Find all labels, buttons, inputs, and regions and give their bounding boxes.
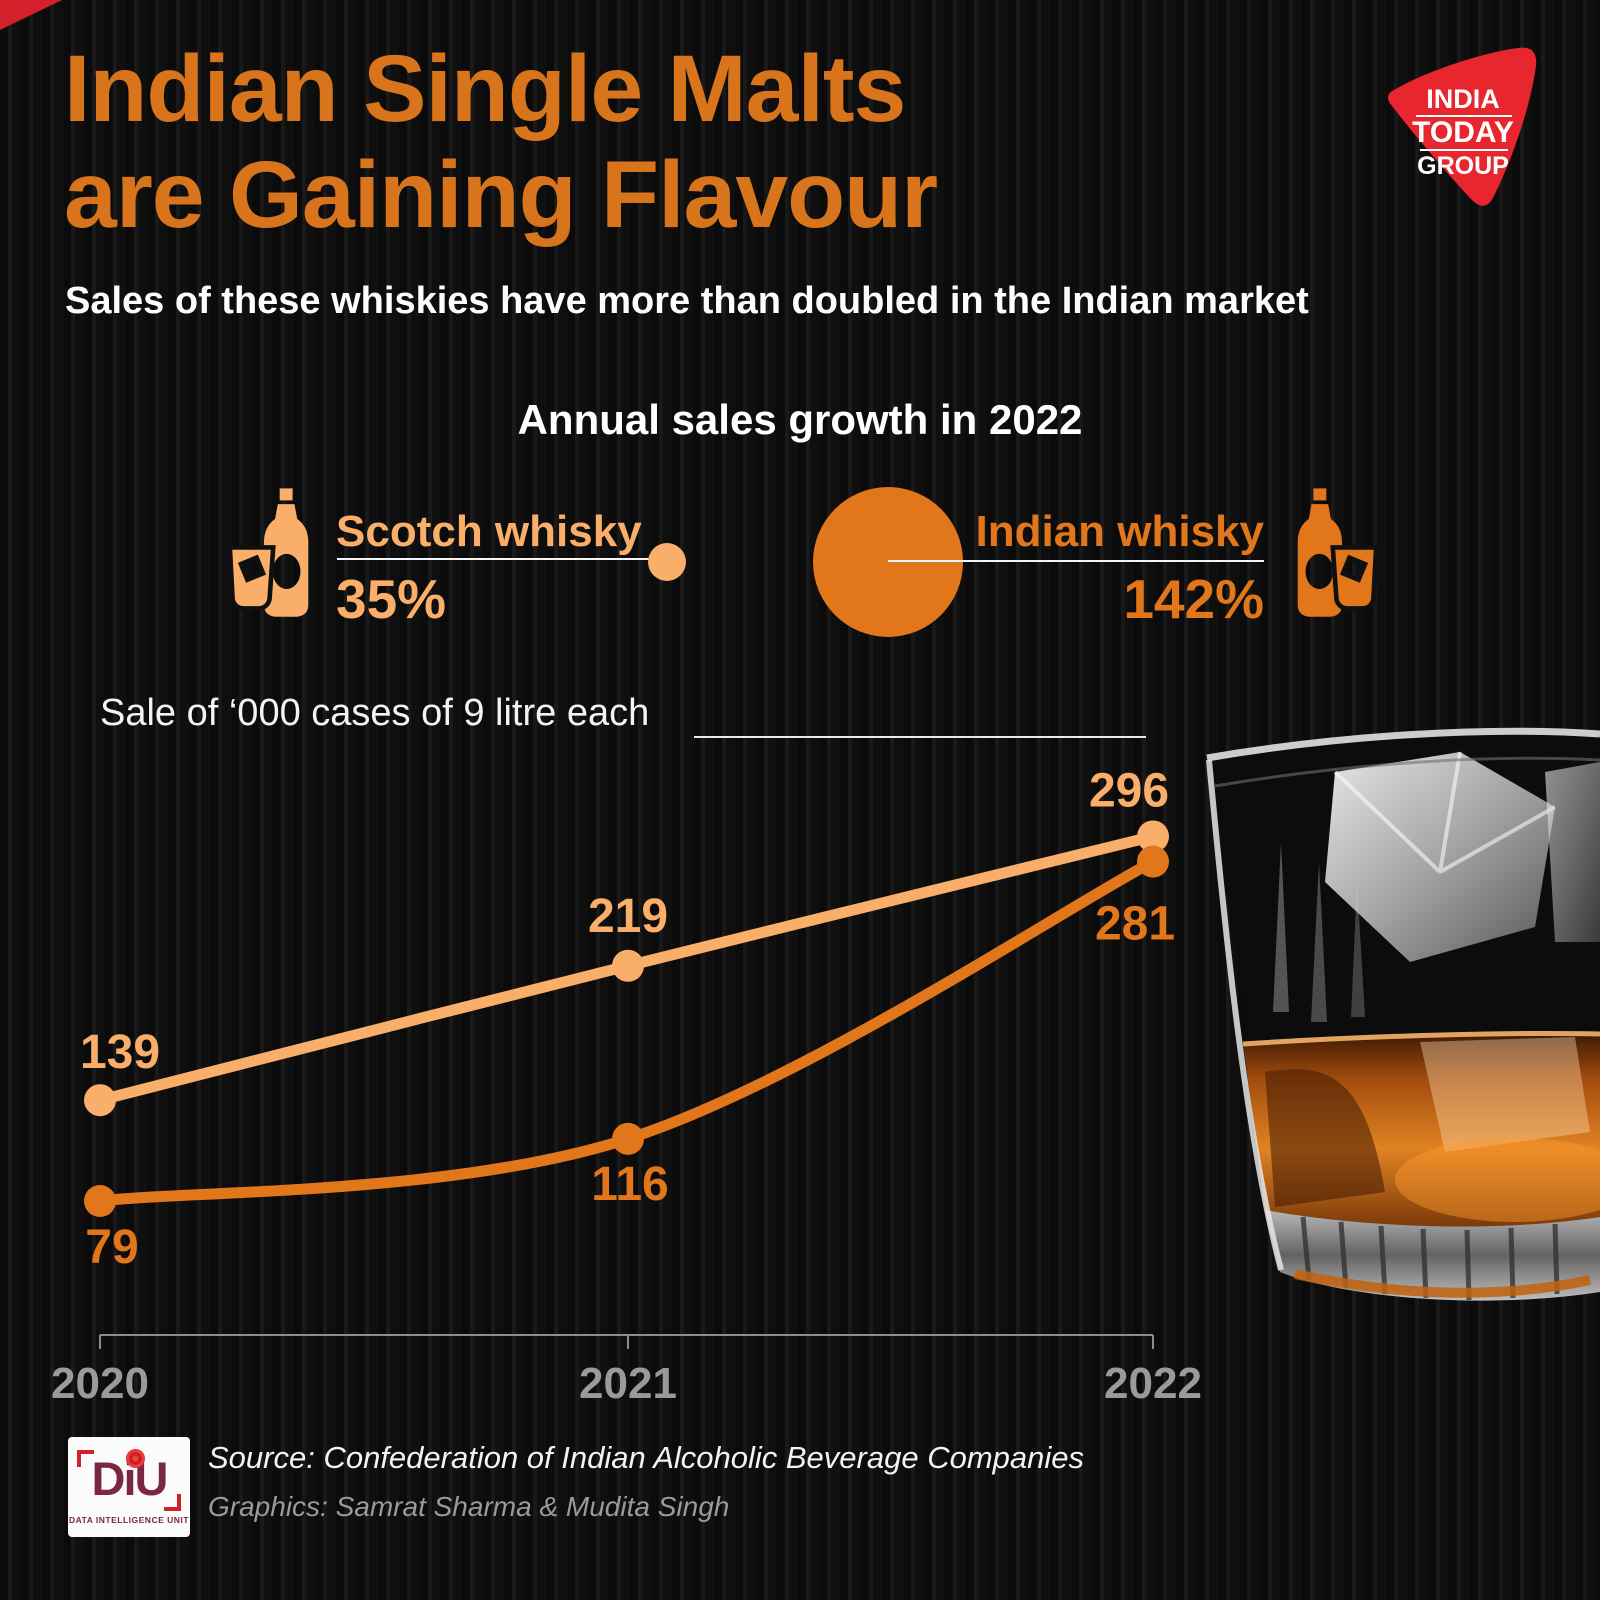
scotch-growth-dot: [648, 543, 686, 581]
page-title: Indian Single Malts are Gaining Flavour: [64, 36, 938, 248]
source-text: Source: Confederation of Indian Alcoholi…: [208, 1440, 1084, 1475]
glass-shape: [227, 545, 276, 611]
x-axis: [99, 1334, 1154, 1349]
whisky-bottle-glass-icon: [1282, 486, 1379, 620]
indian-label: Indian whisky: [975, 507, 1264, 556]
credits-text: Graphics: Samrat Sharma & Mudita Singh: [208, 1491, 730, 1522]
brand-line-today: TODAY: [1412, 116, 1514, 149]
india-today-group-pick-icon: INDIA TODAY GROUP: [1387, 47, 1537, 206]
data-point-scotch-whisky: [612, 949, 644, 982]
fingerprint-icon: [126, 1449, 145, 1468]
indian-growth-circle: [813, 487, 963, 637]
data-point-scotch-whisky: [84, 1084, 116, 1117]
whisky-glass-photo: [1185, 712, 1600, 1352]
indian-value: 142%: [1123, 568, 1264, 630]
indian-rule: [888, 560, 1264, 562]
corner-accent: [0, 0, 62, 30]
value-label-indian-whisky: 281: [1095, 898, 1175, 951]
data-point-indian-whisky: [84, 1185, 116, 1217]
value-label-indian-whisky: 79: [85, 1221, 138, 1274]
value-label-indian-whisky: 116: [591, 1158, 668, 1211]
brand-line-india: INDIA: [1426, 84, 1500, 114]
bracket-icon: [77, 1450, 94, 1467]
scotch-rule: [337, 558, 649, 560]
whisky-bottle-glass-icon: [227, 486, 324, 620]
data-point-indian-whisky: [612, 1122, 644, 1155]
x-tick-label: 2022: [1104, 1359, 1202, 1408]
growth-heading: Annual sales growth in 2022: [517, 396, 1083, 443]
glass-shape: [1330, 545, 1379, 611]
title-line-2: are Gaining Flavour: [64, 142, 938, 248]
bottle-shape: [1297, 488, 1342, 617]
value-label-scotch-whisky: 296: [1089, 764, 1169, 817]
bottle-glass-glyph: [227, 488, 309, 617]
pick-shape: [1387, 47, 1537, 206]
x-tick-label: 2020: [51, 1359, 149, 1408]
diu-logo: DiU DATA INTELLIGENCE UNIT: [68, 1437, 190, 1537]
bracket-icon: [164, 1494, 181, 1511]
scotch-label: Scotch whisky: [336, 507, 642, 556]
line-chart: 2020 2021 2022 139 219 296 79 116 281: [51, 764, 1202, 1408]
data-point-scotch-whisky: [1137, 820, 1169, 853]
chart-heading: Sale of ‘000 cases of 9 litre each: [100, 692, 650, 734]
scotch-value: 35%: [336, 568, 447, 630]
bottle-glass-glyph: [1297, 488, 1379, 617]
whisky-glass-illustration: [1206, 727, 1600, 1301]
data-point-indian-whisky: [1137, 845, 1169, 878]
value-label-scotch-whisky: 139: [80, 1026, 160, 1079]
page-subtitle: Sales of these whiskies have more than d…: [65, 280, 1309, 322]
chart-heading-rule: [694, 736, 1146, 738]
india-today-group-logo: INDIA TODAY GROUP: [1368, 42, 1548, 227]
diu-tagline: DATA INTELLIGENCE UNIT: [69, 1515, 189, 1525]
x-tick-label: 2021: [579, 1359, 677, 1408]
brand-line-group: GROUP: [1417, 152, 1509, 180]
value-label-scotch-whisky: 219: [588, 890, 668, 943]
title-line-1: Indian Single Malts: [64, 36, 906, 142]
bottle-shape: [264, 488, 309, 617]
